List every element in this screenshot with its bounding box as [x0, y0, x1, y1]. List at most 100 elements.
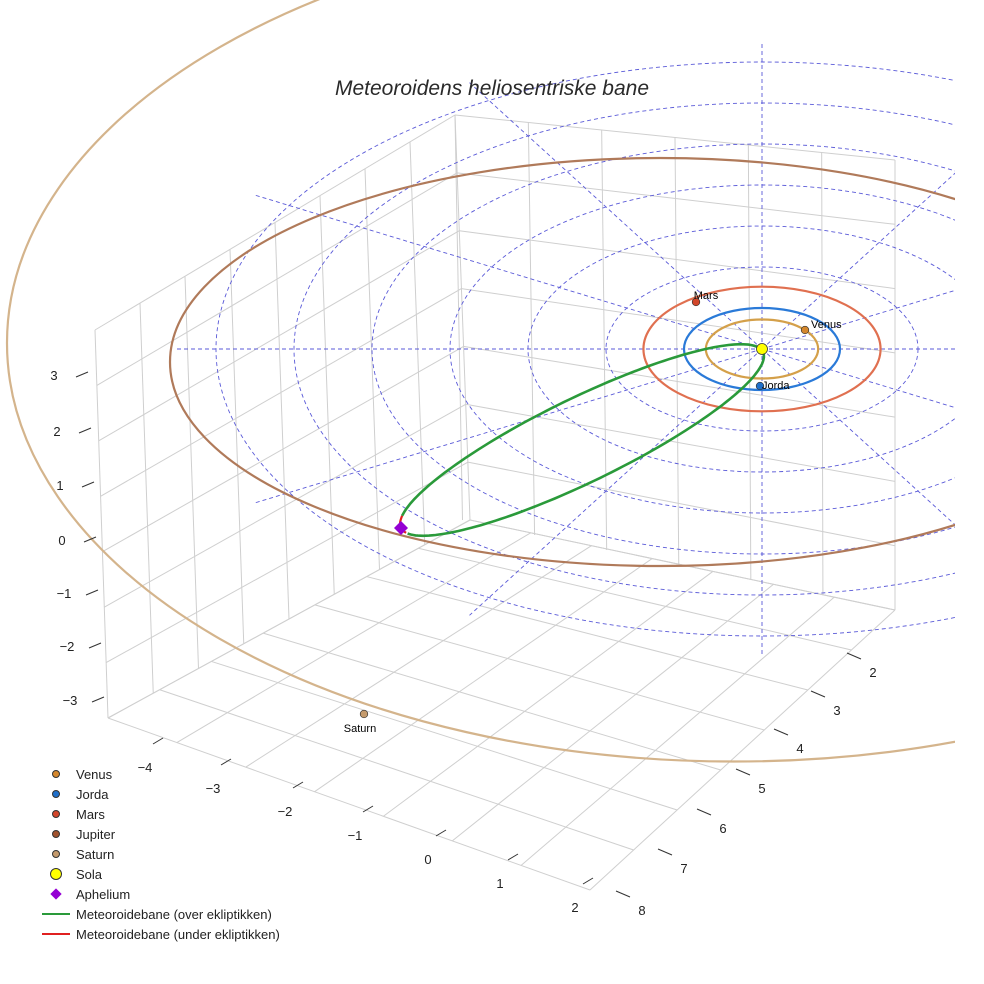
legend-label: Meteoroidebane (under ekliptikken)	[76, 926, 280, 942]
grid-line	[465, 403, 896, 482]
y-tick	[735, 768, 751, 776]
grid-line	[159, 689, 634, 851]
z-tick	[83, 536, 97, 543]
planet-mars	[691, 297, 701, 307]
grid-line	[94, 114, 456, 331]
legend-symbol	[36, 764, 76, 784]
ecliptic-grid-spoke	[469, 82, 763, 350]
legend-item[interactable]: Sola	[36, 864, 280, 884]
z-tick-label: 0	[58, 533, 65, 548]
legend-swatch	[52, 790, 60, 798]
x-tick-label: −1	[348, 828, 363, 843]
legend-swatch	[50, 888, 62, 900]
grid-line	[747, 144, 752, 581]
z-tick	[88, 642, 102, 649]
y-tick-label: 4	[796, 741, 803, 756]
orbit-jorda	[682, 306, 842, 392]
y-tick	[615, 890, 631, 898]
legend-item[interactable]: Venus	[36, 764, 280, 784]
z-tick	[75, 371, 89, 378]
z-tick-label: −3	[63, 693, 78, 708]
legend-item[interactable]: Mars	[36, 804, 280, 824]
grid-line	[139, 303, 154, 694]
planet-label-venus: Venus	[811, 319, 842, 331]
chart-title: Meteoroidens heliosentriske bane	[335, 77, 649, 100]
legend-label: Sola	[76, 866, 103, 882]
grid-line	[364, 168, 380, 570]
planet-saturn	[359, 709, 369, 719]
grid-line	[451, 583, 774, 842]
legend: Venus Jorda Mars Jupiter Saturn Sola Aphelium M…	[36, 764, 280, 944]
x-tick	[435, 829, 447, 837]
x-tick	[292, 781, 304, 789]
legend-label: Jupiter	[76, 826, 116, 842]
ecliptic-grid-spoke	[255, 348, 763, 504]
grid-line	[418, 547, 852, 651]
x-tick-label: −4	[138, 760, 153, 775]
orbit-saturn	[6, 0, 955, 763]
ecliptic-grid-spoke	[255, 194, 763, 350]
legend-item[interactable]: Jorda	[36, 784, 280, 804]
aphelion-marker	[394, 521, 408, 535]
legend-item[interactable]: Meteoroidebane (under ekliptikken)	[36, 924, 280, 944]
z-tick	[85, 589, 99, 596]
grid-line	[589, 609, 896, 891]
y-tick	[696, 808, 712, 816]
grid-line	[102, 345, 464, 553]
meteoroid-orbit-above	[400, 342, 766, 538]
x-tick-label: −2	[278, 804, 293, 819]
grid-line	[184, 276, 199, 669]
ecliptic-grid-spoke	[761, 172, 955, 350]
y-tick-label: 6	[719, 821, 726, 836]
z-tick	[91, 696, 105, 703]
x-tick-label: −3	[206, 781, 221, 796]
grid-line	[520, 596, 835, 866]
legend-swatch	[52, 770, 60, 778]
legend-item[interactable]: Aphelium	[36, 884, 280, 904]
planet-label-saturn: Saturn	[344, 723, 376, 735]
grid-line	[211, 660, 678, 811]
legend-item[interactable]: Jupiter	[36, 824, 280, 844]
legend-label: Jorda	[76, 786, 109, 802]
grid-line	[245, 545, 592, 768]
grid-line	[104, 403, 466, 608]
grid-line	[229, 249, 245, 644]
x-tick	[362, 805, 374, 813]
legend-label: Venus	[76, 766, 113, 782]
ecliptic-grid-spoke	[469, 348, 763, 616]
legend-item[interactable]: Meteoroidebane (over ekliptikken)	[36, 904, 280, 924]
z-tick-label: 1	[56, 478, 63, 493]
grid-line	[527, 122, 536, 536]
grid-line	[409, 141, 426, 545]
grid-line	[94, 329, 109, 719]
y-tick	[657, 848, 673, 856]
grid-line	[314, 558, 653, 793]
legend-symbol	[36, 824, 76, 844]
legend-label: Aphelium	[76, 886, 131, 902]
legend-item[interactable]: Saturn	[36, 844, 280, 864]
legend-swatch	[42, 933, 70, 935]
x-tick	[220, 758, 232, 766]
x-tick	[152, 737, 164, 745]
grid-line	[314, 604, 765, 731]
legend-symbol	[36, 864, 76, 884]
y-tick-label: 2	[869, 665, 876, 680]
grid-line	[100, 288, 462, 497]
x-tick	[582, 877, 594, 885]
grid-line	[262, 632, 721, 771]
y-tick	[846, 652, 862, 660]
orbits: Venus Jorda Mars Saturn	[6, 0, 955, 763]
planet-label-jorda: Jorda	[762, 380, 790, 392]
legend-swatch	[50, 868, 62, 880]
x-tick	[507, 853, 519, 861]
legend-swatch	[52, 810, 60, 818]
legend-label: Meteoroidebane (over ekliptikken)	[76, 906, 272, 922]
legend-label: Mars	[76, 806, 105, 822]
z-tick	[81, 481, 95, 488]
grid-line	[96, 172, 458, 386]
z-tick	[78, 427, 92, 434]
z-tick-label: −2	[60, 639, 75, 654]
grid-line	[463, 345, 896, 418]
grid-line	[176, 532, 531, 744]
